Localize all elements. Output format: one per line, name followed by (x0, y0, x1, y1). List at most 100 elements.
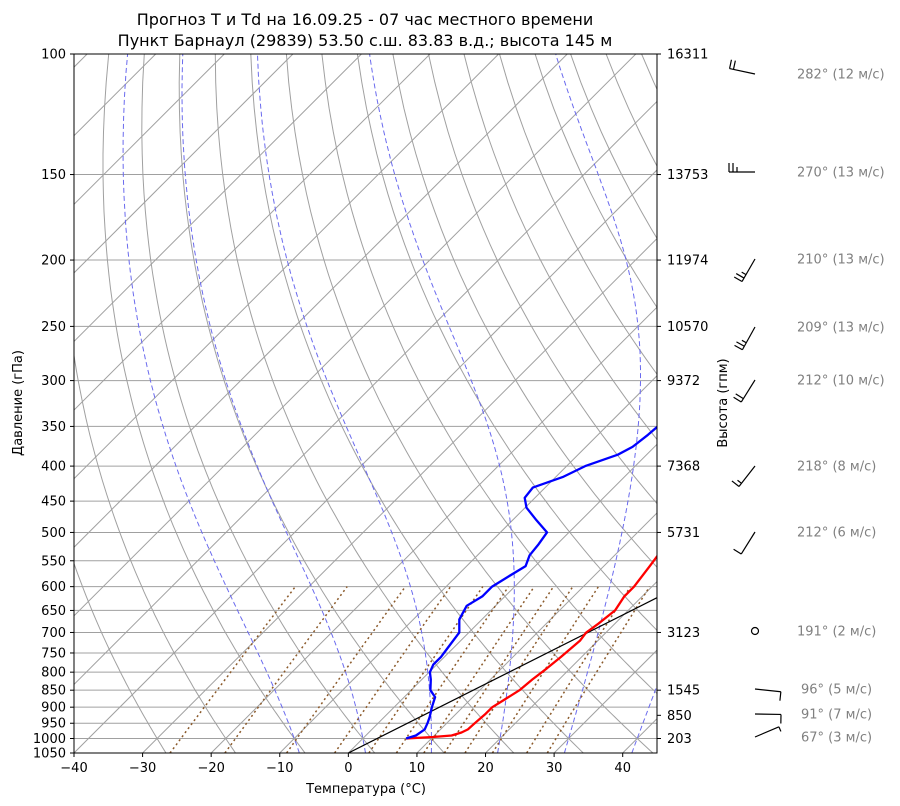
y-tick-label: 800 (41, 666, 66, 681)
mixing-ratio-line (285, 586, 407, 753)
dry-adiabat-150 (677, 54, 900, 753)
x-tick-label: 30 (546, 761, 563, 776)
dry-adiabat-160 (713, 54, 900, 753)
y-tick-label: 300 (41, 374, 66, 389)
x-tick-label: 0 (344, 761, 352, 776)
y-tick-label: 850 (41, 684, 66, 699)
mixing-ratio-line (491, 586, 600, 753)
wind-label: 91° (7 м/с) (801, 708, 872, 723)
mixing-ratio-line (464, 586, 574, 753)
y-axis-label: Давление (гПа) (11, 350, 26, 456)
isotherm-0 (347, 443, 657, 753)
height-tick-label: 10570 (667, 320, 708, 335)
y-axis-ticks: 100 150 200 250 300 350 400 450 500 550 600 650 700 7… (33, 48, 74, 762)
isotherm-40 (622, 717, 657, 753)
mixing-ratio-line (224, 586, 348, 753)
x-tick-label: −40 (60, 761, 87, 776)
y-tick-label: 200 (41, 254, 66, 269)
dewpoint-line (405, 425, 657, 740)
wind-label: 282° (12 м/с) (797, 68, 885, 83)
mixing-ratio-line (546, 586, 651, 753)
dry-adiabat-70 (392, 54, 657, 568)
wind-barb: 282° (12 м/с) (728, 59, 885, 83)
dry-adiabat--10 (102, 54, 306, 753)
wind-label: 210° (13 м/с) (797, 253, 885, 268)
height-axis-label: Высота (гпм) (716, 358, 731, 447)
moist-adiabat-10 (257, 54, 432, 753)
wind-barb: 218° (8 м/с) (731, 460, 876, 487)
dry-adiabat-20 (214, 54, 515, 753)
background-lines (74, 54, 900, 753)
dry-adiabat-10 (178, 54, 445, 753)
wind-barb: 67° (3 м/с) (754, 726, 872, 746)
y-tick-label: 950 (41, 717, 66, 732)
dry-adiabat-80 (428, 54, 657, 505)
y-tick-label: 750 (41, 646, 66, 661)
y-tick-label: 600 (41, 580, 66, 595)
wind-barb: 212° (10 м/с) (733, 374, 885, 403)
dry-adiabat-170 (748, 54, 900, 753)
moist-adiabat-0 (181, 54, 366, 753)
isotherm--50 (74, 100, 657, 686)
isotherm-10 (416, 512, 657, 753)
y-tick-label: 650 (41, 604, 66, 619)
height-tick-label: 13753 (667, 168, 708, 183)
isotherm--100 (74, 54, 362, 343)
y-tick-label: 100 (41, 48, 66, 63)
isotherm--90 (74, 54, 431, 411)
temperature-line (406, 554, 657, 740)
wind-barbs: 282° (12 м/с) 270° (13 м/с) 210° (13 м/с) 2… (728, 59, 885, 746)
dry-adiabat-100 (499, 54, 657, 376)
dry-adiabat-140 (641, 54, 657, 91)
wind-barb: 96° (5 м/с) (754, 683, 872, 701)
y-tick-label: 550 (41, 554, 66, 569)
dry-adiabat--30 (74, 562, 167, 753)
wind-barb: 210° (13 м/с) (733, 253, 885, 283)
y-tick-label: 500 (41, 526, 66, 541)
wind-barb: 212° (6 м/с) (733, 526, 876, 555)
height-tick-label: 5731 (667, 526, 700, 541)
wind-label: 212° (10 м/с) (797, 374, 885, 389)
x-tick-label: −30 (129, 761, 156, 776)
height-tick-label: 9372 (667, 374, 700, 389)
dry-adiabat-50 (321, 54, 657, 695)
mixing-ratio-line (368, 586, 484, 753)
wind-label: 191° (2 м/с) (797, 625, 876, 640)
height-tick-label: 3123 (667, 626, 700, 641)
wind-label: 209° (13 м/с) (797, 321, 885, 336)
wind-label: 67° (3 м/с) (801, 731, 872, 746)
isotherm--70 (74, 54, 568, 548)
y-tick-label: 450 (41, 495, 66, 510)
x-tick-label: 20 (477, 761, 494, 776)
dry-adiabat-0 (141, 54, 376, 753)
dry-adiabat--20 (74, 352, 236, 753)
x-tick-label: 40 (614, 761, 631, 776)
x-tick-label: 10 (409, 761, 426, 776)
x-tick-label: −10 (266, 761, 293, 776)
profile-lines (405, 425, 657, 740)
y-tick-label: 350 (41, 420, 66, 435)
y-tick-label: 900 (41, 701, 66, 716)
isotherm--20 (210, 306, 657, 753)
wind-barb: 191° (2 м/с) (750, 625, 876, 640)
height-tick-label: 7368 (667, 460, 700, 475)
dry-adiabat-130 (605, 54, 657, 168)
height-tick-label: 203 (667, 732, 692, 747)
mixing-ratio-line (423, 586, 535, 753)
moist-adiabat-30 (555, 54, 641, 753)
wind-label: 212° (6 м/с) (797, 526, 876, 541)
dry-adiabat-60 (356, 54, 657, 632)
y-tick-label: 1050 (33, 747, 66, 762)
x-tick-label: −20 (197, 761, 224, 776)
isotherm--110 (74, 54, 294, 274)
height-axis-ticks: 16311 13753 11974 10570 9372 7368 5731 3123 1545… (657, 48, 708, 747)
isotherm--30 (142, 237, 657, 753)
dry-adiabat-40 (285, 54, 654, 753)
mixing-ratio-line (395, 586, 510, 753)
moist-adiabat-40 (631, 684, 657, 753)
wind-label: 270° (13 м/с) (797, 166, 885, 181)
height-tick-label: 1545 (667, 684, 700, 699)
height-tick-label: 11974 (667, 254, 708, 269)
wind-label: 96° (5 м/с) (801, 683, 872, 698)
